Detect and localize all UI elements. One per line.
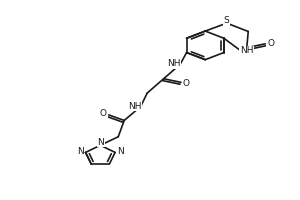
Text: O: O [267,39,274,48]
Text: NH: NH [167,59,180,68]
Text: NH: NH [240,46,253,55]
Text: O: O [100,109,107,118]
Text: N: N [117,147,124,156]
Text: N: N [98,138,104,147]
Text: O: O [183,79,190,88]
Text: S: S [224,16,230,25]
Text: NH: NH [128,102,141,111]
Text: N: N [77,147,84,156]
